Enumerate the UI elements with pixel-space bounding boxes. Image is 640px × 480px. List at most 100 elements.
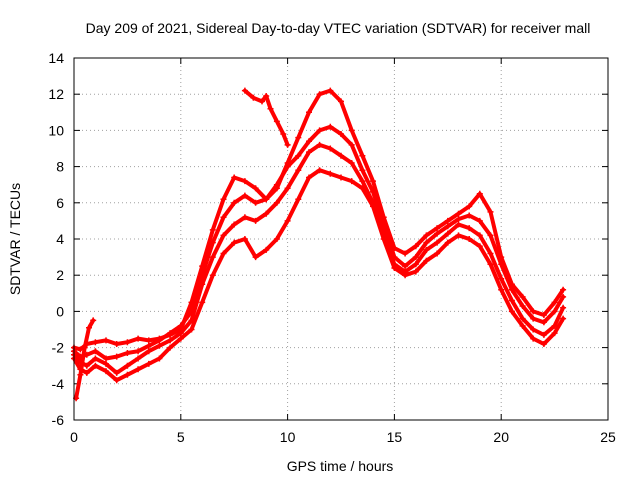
data-point	[316, 167, 323, 174]
data-point	[145, 348, 152, 355]
data-point	[560, 315, 567, 322]
data-point	[209, 254, 216, 261]
data-point	[316, 127, 323, 134]
data-point	[306, 149, 312, 156]
data-point	[444, 239, 451, 246]
data-point	[156, 342, 163, 349]
plot-frame	[73, 57, 609, 421]
data-point	[551, 299, 558, 306]
data-point	[241, 236, 248, 242]
data-point	[551, 330, 558, 337]
data-point	[252, 185, 259, 192]
data-point	[466, 212, 473, 219]
data-point	[124, 339, 131, 346]
data-point	[103, 337, 109, 344]
data-point	[402, 272, 409, 279]
data-point	[412, 243, 419, 250]
data-point	[167, 330, 174, 337]
data-point	[476, 232, 483, 239]
data-point	[167, 344, 174, 351]
tick-marks	[73, 57, 609, 421]
data-point	[412, 268, 419, 275]
data-point	[540, 331, 547, 338]
data-point	[220, 232, 227, 239]
data-point	[220, 250, 227, 257]
data-point	[284, 141, 291, 148]
data-point	[145, 337, 152, 344]
y-tick-label: 2	[56, 267, 64, 283]
y-tick-label: -6	[52, 412, 65, 428]
data-point	[124, 362, 131, 369]
data-point	[263, 93, 270, 99]
data-point	[327, 145, 334, 152]
data-point	[530, 335, 537, 342]
data-point	[540, 319, 547, 326]
data-point	[519, 315, 526, 322]
data-point	[540, 341, 547, 347]
data-point	[273, 236, 280, 242]
data-point	[316, 91, 323, 98]
data-point	[348, 141, 355, 148]
data-point	[263, 196, 270, 203]
data-point	[273, 181, 280, 188]
data-point	[487, 208, 494, 215]
data-point	[530, 308, 537, 315]
data-point	[231, 239, 238, 246]
data-point	[327, 123, 334, 130]
data-point	[560, 304, 567, 311]
data-point	[402, 250, 409, 257]
data-point	[412, 261, 419, 268]
data-point	[167, 337, 174, 344]
data-point	[370, 178, 376, 185]
data-point	[220, 196, 227, 203]
data-point	[306, 174, 312, 181]
data-point	[455, 210, 462, 217]
data-point	[156, 337, 163, 344]
data-point	[92, 348, 99, 355]
data-point	[327, 87, 334, 94]
data-point	[83, 369, 90, 376]
data-point	[338, 152, 344, 159]
data-point	[103, 368, 109, 375]
data-point	[487, 261, 494, 268]
data-point	[263, 246, 270, 253]
data-point	[455, 221, 462, 228]
data-point	[156, 355, 163, 362]
y-tick-label: 10	[48, 122, 64, 138]
series-track-4	[71, 167, 567, 384]
data-point	[135, 335, 142, 342]
x-tick-label: 15	[387, 429, 403, 445]
data-point	[86, 324, 92, 331]
data-point	[135, 366, 142, 373]
data-point	[241, 178, 248, 185]
data-point	[444, 230, 451, 237]
data-point	[359, 185, 366, 192]
data-point	[466, 225, 473, 232]
data-point	[103, 360, 109, 367]
data-point	[327, 170, 334, 177]
data-point	[423, 232, 430, 239]
data-point	[434, 250, 441, 257]
x-axis-label: GPS time / hours	[287, 458, 394, 474]
data-point	[338, 174, 344, 181]
data-point	[199, 299, 206, 306]
data-point	[348, 160, 355, 166]
data-point	[560, 293, 567, 300]
data-point	[508, 286, 515, 293]
data-point	[338, 98, 344, 105]
data-point	[295, 196, 302, 203]
series-trace	[72, 124, 566, 361]
data-point	[519, 303, 526, 309]
data-point	[92, 339, 99, 346]
data-point	[370, 203, 376, 210]
data-point	[434, 225, 441, 232]
data-point	[348, 178, 355, 185]
data-point	[423, 239, 430, 246]
data-point	[273, 199, 280, 206]
data-point	[252, 217, 259, 224]
data-point	[498, 275, 505, 282]
series-trace	[72, 142, 566, 375]
data-point	[498, 261, 505, 268]
data-point	[231, 174, 238, 181]
